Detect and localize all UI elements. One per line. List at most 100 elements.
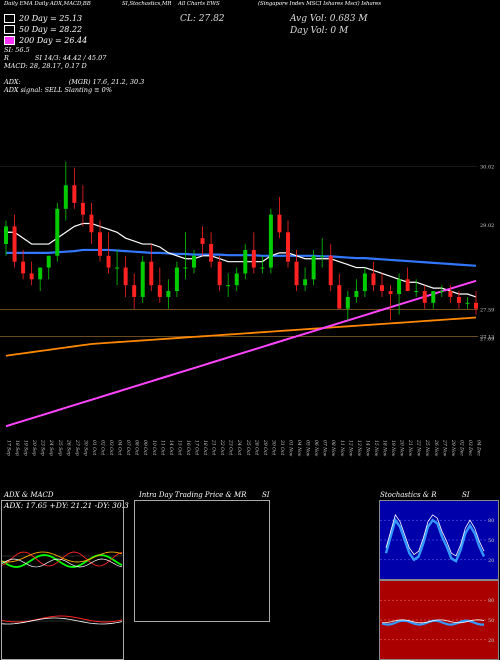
adx-label: ADX: <box>4 78 21 86</box>
date-label: 16 Oct <box>185 440 191 455</box>
r-label: R <box>4 54 9 62</box>
candle-body <box>166 291 171 297</box>
candle-body <box>4 226 8 245</box>
candle-body <box>98 232 102 256</box>
candle-body <box>123 267 128 286</box>
candle-body <box>439 291 444 293</box>
candle-body <box>217 261 222 286</box>
date-label: 13 Nov <box>356 440 362 457</box>
date-label: 27 Sep <box>74 439 80 456</box>
date-label: 09 Oct <box>142 440 148 455</box>
date-label: 25 Nov <box>424 439 430 457</box>
legend-item-50: 50 Day = 28.22 <box>4 24 87 35</box>
macd-line <box>2 615 123 623</box>
date-label: 14 Nov <box>364 440 370 457</box>
macd-stat: MACD: 28, 28.17, 0.17 D <box>4 62 87 70</box>
avg-volume: Avg Vol: 0.683 M <box>290 14 368 24</box>
intraday-si-label: SI <box>262 491 270 499</box>
date-label: 21 Nov <box>407 439 413 457</box>
adx-detail: (MGR) 17.6, 21.2, 30.3 <box>68 78 145 86</box>
stochastics-panel: 80 50 20 <box>379 500 499 580</box>
legend-label-20: 20 Day = 25.13 <box>19 14 83 23</box>
date-label: 27 Nov <box>441 439 447 457</box>
date-label: 18 Sep <box>14 440 20 456</box>
candle-body <box>337 285 342 309</box>
candle-body <box>397 279 402 294</box>
day-volume: Day Vol: 0 M <box>290 26 349 36</box>
stoch-si-label: SI <box>462 491 470 499</box>
si-axis-label: 80 <box>488 598 494 604</box>
legend-item-20: 20 Day = 25.13 <box>4 13 87 24</box>
si-detail: SI 14/3: 44.42 / 45.07 <box>34 54 107 62</box>
date-label: 08 Nov <box>330 440 336 457</box>
date-label: 04 Dec <box>476 440 482 456</box>
adx-stat: ADX: (MGR) 17.6, 21.2, 30.3 <box>4 78 144 86</box>
indicator-stats: SI: 56.5 R SI 14/3: 44.42 / 45.07 MACD: 2… <box>4 46 106 70</box>
candle-body <box>192 255 196 268</box>
date-label: 23 Sep <box>40 439 46 456</box>
si-chart: 80 50 20 <box>380 598 494 644</box>
candle-body <box>388 291 393 294</box>
ema-200-line <box>5 316 477 357</box>
date-label: 01 Nov <box>288 440 294 457</box>
date-label: 04 Oct <box>117 440 123 455</box>
intraday-panel-title: Intra Day Trading Price & MR <box>139 491 247 499</box>
legend-item-200: 200 Day = 26.44 <box>4 35 87 46</box>
date-label: 18 Nov <box>382 440 388 457</box>
date-label: 20 Nov <box>399 439 405 457</box>
candle-body <box>371 273 376 286</box>
candle-body <box>243 249 248 274</box>
date-label: 25 Sep <box>57 439 63 456</box>
date-label: 30 Sep <box>82 440 88 456</box>
candle-body <box>115 267 120 269</box>
stoch-axis-label: 20 <box>488 558 494 564</box>
candle-body <box>46 255 51 268</box>
price-axis-label: 27.09 <box>480 337 494 343</box>
candle-body <box>320 255 325 257</box>
si-panel: 80 50 20 <box>379 580 499 660</box>
plus-di-line <box>2 554 123 568</box>
candle-body <box>106 255 111 268</box>
candle-body <box>286 232 290 262</box>
date-label: 15 Oct <box>176 440 182 455</box>
r-stat: R SI 14/3: 44.42 / 45.07 <box>4 54 106 62</box>
date-label: 25 Oct <box>245 439 251 455</box>
date-label: 19 Nov <box>390 440 396 457</box>
candle-body <box>362 273 367 292</box>
date-label: 07 Nov <box>322 440 328 457</box>
candle-body <box>414 291 419 293</box>
adx-aux-line <box>2 558 123 568</box>
date-label: 11 Nov <box>339 440 345 457</box>
candle-body <box>277 214 282 233</box>
candle-body <box>63 185 68 209</box>
stoch-d-line <box>385 514 485 557</box>
date-label: 11 Oct <box>159 440 165 455</box>
candle-body <box>465 302 470 304</box>
date-label: 30 Oct <box>270 440 276 455</box>
date-label: 01 Oct <box>91 440 97 455</box>
price-axis-label: 27.13 <box>480 334 494 340</box>
date-label: 15 Nov <box>373 440 379 457</box>
candle-body <box>89 214 94 233</box>
adx-signal: ADX signal: SELL Slanting ≡ 0% <box>4 86 112 94</box>
candle-body <box>345 296 350 309</box>
candle-body <box>226 285 231 287</box>
date-label: 04 Nov <box>296 440 302 457</box>
date-label: 20 Sep <box>31 439 37 456</box>
legend-swatch-200 <box>4 36 15 45</box>
candle-body <box>140 261 145 297</box>
candle-body <box>21 261 26 274</box>
legend-label-200: 200 Day = 26.44 <box>19 36 88 45</box>
candle-body <box>311 255 316 280</box>
candle-body <box>72 185 77 203</box>
legend-swatch-20 <box>4 14 15 23</box>
header-oscillators: SI,Stochastics,MR <box>122 1 172 7</box>
candle-body <box>209 244 214 262</box>
date-label: 21 Oct <box>211 439 217 455</box>
price-axis-label: 29.02 <box>480 223 494 229</box>
date-label: 29 Nov <box>450 439 456 457</box>
candle-body <box>234 273 239 286</box>
date-label: 10 Oct <box>151 440 157 455</box>
date-label: 02 Dec <box>458 440 464 456</box>
header-charts-link[interactable]: All Charts EWS <box>178 1 220 7</box>
